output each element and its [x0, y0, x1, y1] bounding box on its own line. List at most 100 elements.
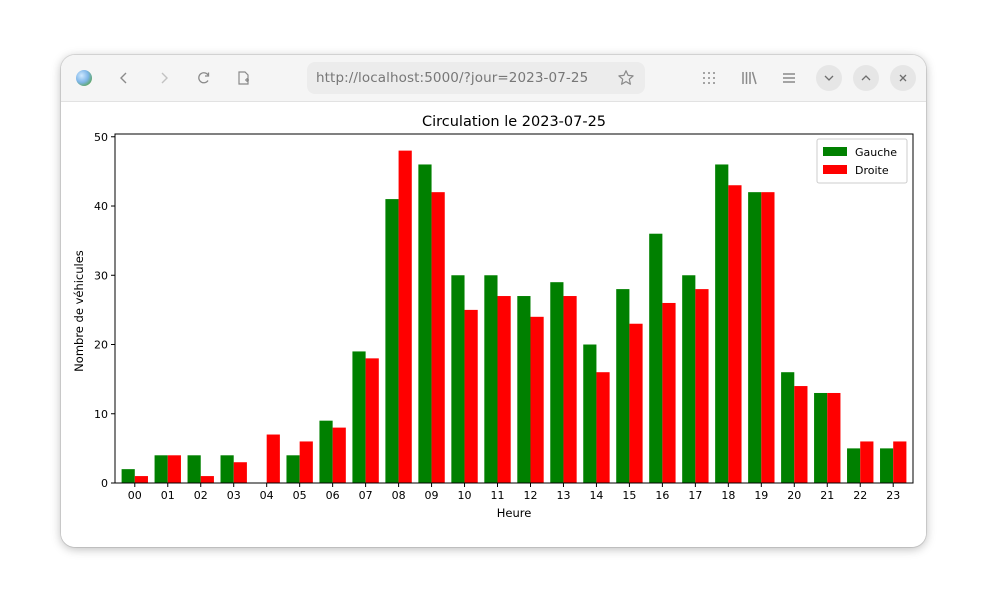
chevron-down-icon — [824, 75, 834, 81]
reload-button[interactable] — [191, 65, 217, 91]
bar-droite-05 — [299, 441, 313, 483]
browser-window: http://localhost:5000/?jour=2023-07-25 C… — [61, 55, 926, 547]
bar-droite-22 — [860, 441, 874, 483]
bar-gauche-11 — [484, 275, 498, 483]
x-tick-label-04: 04 — [260, 489, 274, 502]
bar-droite-19 — [761, 192, 775, 483]
bar-gauche-03 — [220, 455, 234, 483]
bar-gauche-23 — [880, 448, 894, 483]
x-tick-label-22: 22 — [853, 489, 867, 502]
bar-gauche-02 — [187, 455, 201, 483]
bar-gauche-00 — [121, 469, 135, 483]
x-tick-label-18: 18 — [721, 489, 735, 502]
bar-droite-10 — [464, 309, 478, 483]
y-tick-label-20: 20 — [94, 339, 108, 352]
bookmark-button[interactable] — [615, 67, 637, 89]
bar-gauche-07 — [352, 351, 366, 483]
plot-frame — [114, 133, 914, 484]
bar-gauche-17 — [682, 275, 696, 483]
x-tick-label-08: 08 — [392, 489, 406, 502]
x-tick-label-01: 01 — [161, 489, 175, 502]
grid-dots-icon — [703, 72, 715, 84]
chevron-right-icon — [161, 72, 168, 84]
legend-swatch-droite — [823, 165, 847, 174]
x-tick-label-14: 14 — [589, 489, 603, 502]
x-tick-label-06: 06 — [326, 489, 340, 502]
library-button[interactable] — [736, 65, 762, 91]
url-text[interactable]: http://localhost:5000/?jour=2023-07-25 — [316, 70, 589, 86]
bar-droite-18 — [728, 185, 742, 483]
reload-icon — [198, 72, 210, 84]
x-tick-label-07: 07 — [359, 489, 373, 502]
y-tick-label-40: 40 — [94, 200, 108, 213]
x-tick-label-19: 19 — [754, 489, 768, 502]
bar-droite-13 — [563, 296, 577, 483]
bar-gauche-18 — [715, 164, 729, 483]
bar-droite-08 — [398, 150, 412, 483]
legend-swatch-gauche — [823, 147, 847, 156]
x-tick-label-10: 10 — [458, 489, 472, 502]
bar-gauche-22 — [847, 448, 861, 483]
x-tick-label-11: 11 — [491, 489, 505, 502]
minimize-button[interactable] — [816, 65, 842, 91]
browser-toolbar: http://localhost:5000/?jour=2023-07-25 — [61, 55, 926, 102]
chevron-left-icon — [120, 72, 127, 84]
bar-droite-04 — [266, 434, 280, 483]
x-axis-label: Heure — [497, 506, 532, 520]
bar-droite-21 — [827, 392, 841, 483]
x-tick-label-12: 12 — [523, 489, 537, 502]
bar-gauche-21 — [814, 392, 828, 483]
y-tick-label-10: 10 — [94, 408, 108, 421]
star-icon — [618, 70, 634, 85]
new-tab-icon — [238, 71, 249, 85]
y-axis-label: Nombre de véhicules — [72, 250, 86, 372]
maximize-button[interactable] — [853, 65, 879, 91]
extensions-button[interactable] — [696, 65, 722, 91]
legend-label-droite: Droite — [855, 164, 889, 177]
x-tick-label-17: 17 — [688, 489, 702, 502]
hamburger-icon — [783, 73, 795, 83]
bar-droite-00 — [134, 476, 148, 483]
close-icon — [899, 74, 907, 82]
y-tick-label-0: 0 — [101, 477, 108, 490]
back-button[interactable] — [111, 65, 137, 91]
page-content: Circulation le 2023-07-25 Nombre de véhi… — [61, 102, 926, 547]
x-tick-label-09: 09 — [425, 489, 439, 502]
x-tick-label-02: 02 — [194, 489, 208, 502]
bar-gauche-15 — [616, 289, 630, 483]
library-icon — [742, 71, 757, 85]
bar-droite-03 — [233, 462, 247, 483]
bar-gauche-12 — [517, 296, 531, 483]
close-button[interactable] — [890, 65, 916, 91]
address-bar[interactable]: http://localhost:5000/?jour=2023-07-25 — [307, 62, 645, 94]
x-tick-label-15: 15 — [622, 489, 636, 502]
traffic-chart: Circulation le 2023-07-25 Nombre de véhi… — [72, 114, 914, 520]
bar-droite-23 — [893, 441, 907, 483]
app-logo-icon — [71, 65, 97, 91]
x-tick-label-13: 13 — [556, 489, 570, 502]
chevron-up-icon — [861, 75, 871, 81]
bar-droite-06 — [332, 427, 346, 483]
legend-label-gauche: Gauche — [855, 146, 897, 159]
bar-droite-17 — [695, 289, 709, 483]
forward-button[interactable] — [151, 65, 177, 91]
x-tick-label-16: 16 — [655, 489, 669, 502]
bar-gauche-10 — [451, 275, 465, 483]
bar-gauche-14 — [583, 344, 597, 483]
bar-droite-12 — [530, 316, 544, 483]
x-tick-label-05: 05 — [293, 489, 307, 502]
new-tab-button[interactable] — [231, 65, 257, 91]
bar-droite-15 — [629, 323, 643, 483]
x-tick-label-21: 21 — [820, 489, 834, 502]
x-tick-label-00: 00 — [128, 489, 142, 502]
legend: Gauche Droite — [816, 138, 908, 184]
bar-droite-16 — [662, 302, 676, 483]
bar-gauche-13 — [550, 282, 564, 483]
menu-button[interactable] — [776, 65, 802, 91]
bar-droite-02 — [200, 476, 214, 483]
bar-gauche-05 — [286, 455, 300, 483]
bar-gauche-20 — [781, 372, 795, 483]
x-tick-label-23: 23 — [886, 489, 900, 502]
chart-title: Circulation le 2023-07-25 — [422, 114, 606, 130]
bar-gauche-08 — [385, 199, 399, 483]
